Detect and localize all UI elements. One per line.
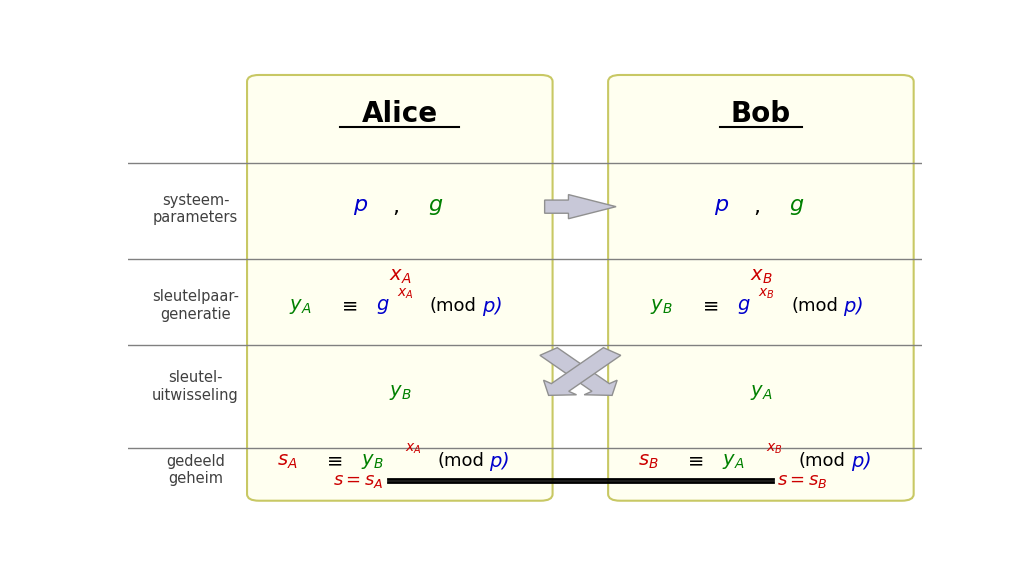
- Text: $\equiv$: $\equiv$: [323, 451, 343, 471]
- FancyBboxPatch shape: [608, 75, 913, 500]
- Text: $s_{A}$: $s_{A}$: [276, 451, 297, 471]
- Text: $p$: $p$: [714, 197, 729, 217]
- Text: $p$): $p$): [482, 295, 503, 318]
- Text: (mod: (mod: [430, 298, 477, 315]
- Text: sleutel-
uitwisseling: sleutel- uitwisseling: [153, 370, 239, 403]
- Text: $y_{B}$: $y_{B}$: [650, 297, 673, 316]
- Polygon shape: [540, 348, 617, 396]
- Text: $s = s_A$: $s = s_A$: [334, 471, 384, 490]
- Text: $x_{A}$: $x_{A}$: [406, 442, 422, 456]
- Text: $y_B$: $y_B$: [388, 383, 411, 402]
- Text: (mod: (mod: [437, 452, 484, 470]
- Text: $x_{B}$: $x_{B}$: [758, 287, 774, 301]
- Text: $g$: $g$: [788, 197, 804, 217]
- Text: $y_{A}$: $y_{A}$: [722, 451, 744, 471]
- Text: $y_{B}$: $y_{B}$: [360, 451, 383, 471]
- Text: $g$: $g$: [428, 197, 442, 217]
- Text: $\equiv$: $\equiv$: [684, 451, 703, 471]
- FancyBboxPatch shape: [247, 75, 553, 500]
- Text: Bob: Bob: [731, 100, 791, 128]
- Text: Alice: Alice: [361, 100, 438, 128]
- Text: $g$: $g$: [376, 297, 389, 316]
- Text: $\equiv$: $\equiv$: [699, 297, 719, 316]
- Text: $\equiv$: $\equiv$: [338, 297, 358, 316]
- Text: $x_A$: $x_A$: [388, 267, 411, 286]
- Text: ,: ,: [754, 197, 761, 217]
- Text: $g$: $g$: [737, 297, 751, 316]
- Text: (mod: (mod: [792, 298, 838, 315]
- Text: $s = s_B$: $s = s_B$: [777, 471, 827, 490]
- Text: $y_A$: $y_A$: [750, 383, 772, 402]
- Text: $x_{B}$: $x_{B}$: [766, 442, 783, 456]
- Text: $y_{A}$: $y_{A}$: [289, 297, 311, 316]
- Text: $p$): $p$): [851, 450, 870, 473]
- Text: ,: ,: [392, 197, 399, 217]
- Text: $x_B$: $x_B$: [750, 267, 772, 286]
- Text: $p$: $p$: [353, 197, 368, 217]
- Text: systeem-
parameters: systeem- parameters: [153, 193, 239, 225]
- Text: $p$): $p$): [489, 450, 510, 473]
- Text: (mod: (mod: [798, 452, 845, 470]
- Text: $s_{B}$: $s_{B}$: [638, 451, 658, 471]
- Text: $x_{A}$: $x_{A}$: [396, 287, 414, 301]
- Polygon shape: [544, 348, 621, 396]
- Text: gedeeld
geheim: gedeeld geheim: [166, 454, 225, 486]
- Polygon shape: [545, 194, 616, 219]
- Text: sleutelpaar-
generatie: sleutelpaar- generatie: [152, 289, 239, 321]
- Text: $p$): $p$): [844, 295, 863, 318]
